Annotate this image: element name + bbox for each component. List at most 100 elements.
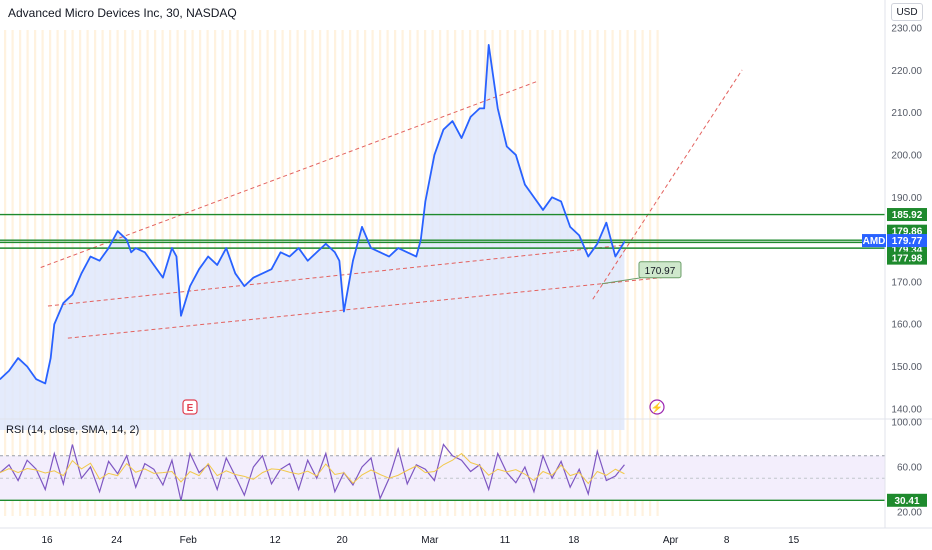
dividend-event-icon (649, 399, 665, 415)
trend-lines (40, 69, 743, 339)
price-point (279, 251, 282, 253)
price-point (433, 154, 435, 156)
session-stripe (64, 30, 67, 516)
price-point (50, 357, 52, 359)
price-point (388, 255, 390, 258)
target-callout-pointer (601, 277, 642, 285)
date-tick-label: 11 (500, 535, 511, 546)
price-point (479, 107, 481, 109)
price-point (451, 120, 454, 122)
session-stripe (26, 30, 29, 516)
last-price-tag-bg (887, 234, 927, 248)
rsi-sma-line (0, 452, 625, 485)
price-point (488, 44, 490, 46)
price-point (406, 251, 408, 253)
price-point (62, 302, 64, 304)
price-point (533, 196, 535, 198)
session-stripe (236, 30, 239, 516)
price-point (71, 293, 73, 296)
support-tag: 179.86 (892, 227, 923, 238)
price-point (216, 264, 218, 266)
price-point (298, 247, 300, 249)
price-point (497, 107, 499, 109)
session-stripe (184, 30, 187, 516)
price-tick-label: 160.00 (891, 320, 922, 331)
price-point (361, 226, 363, 228)
price-tick-label: 200.00 (891, 150, 922, 161)
target-callout-label: 170.97 (645, 266, 676, 277)
price-tick-label: 140.00 (891, 404, 922, 415)
rsi-series (0, 443, 625, 501)
session-stripe (244, 30, 247, 516)
session-stripe (341, 30, 344, 516)
session-stripe (191, 30, 194, 516)
price-point (397, 247, 399, 249)
price-tick-label: 230.00 (891, 24, 922, 35)
session-stripe (71, 30, 74, 516)
price-point (551, 196, 553, 198)
rsi-oversold-tag-bg (887, 493, 927, 507)
date-tick-label: 12 (270, 535, 282, 546)
date-tick-label: 24 (111, 535, 123, 546)
price-point (605, 222, 607, 224)
price-point (175, 255, 178, 258)
session-stripe (41, 30, 44, 516)
price-point (261, 272, 264, 275)
price-point (26, 365, 28, 368)
support-tag: 177.98 (892, 254, 923, 265)
price-point (370, 247, 372, 249)
date-tick-label: 20 (337, 535, 349, 546)
price-point (415, 255, 417, 258)
session-stripe (161, 30, 164, 516)
price-point (171, 247, 173, 249)
last-price-tag: 179.77 (892, 236, 923, 247)
price-point (316, 251, 318, 253)
price-point (289, 255, 291, 258)
price-point (506, 145, 508, 148)
price-point (334, 251, 336, 253)
dividend-event-label: ⚡ (651, 401, 663, 414)
price-point (189, 285, 191, 287)
trend-line (40, 80, 539, 268)
date-tick-label: 15 (788, 535, 800, 546)
session-stripe (19, 30, 22, 516)
currency-button[interactable]: USD (891, 3, 923, 21)
price-tick-label: 150.00 (891, 362, 922, 373)
price-point (243, 285, 245, 287)
session-stripe (49, 30, 52, 516)
price-point (460, 137, 463, 139)
earnings-event-icon (182, 399, 198, 415)
target-callout-bg (638, 261, 682, 279)
ticker-tag: AMD (863, 236, 886, 247)
session-stripe (34, 30, 37, 516)
price-point (53, 323, 55, 325)
price-point (379, 251, 381, 253)
support-tag-bg (887, 251, 927, 265)
price-point (80, 272, 83, 275)
date-tick-label: 18 (568, 535, 580, 546)
date-tick-label: Mar (421, 535, 439, 546)
price-point (338, 260, 340, 262)
price-point (596, 243, 598, 245)
price-point (17, 357, 19, 359)
price-point (126, 238, 128, 241)
price-point (198, 268, 200, 270)
price-point (542, 209, 544, 211)
rsi-axis: 100.00 60.00 20.00 (891, 418, 922, 519)
price-tick-label: 170.00 (891, 277, 922, 288)
price-point (442, 128, 445, 131)
price-point (162, 277, 164, 279)
price-point (569, 226, 571, 228)
support-lines (0, 213, 885, 249)
price-point (225, 247, 227, 249)
price-point (144, 251, 146, 253)
support-tag: 185.92 (892, 210, 923, 221)
date-axis: 16 24 Feb 12 20 Mar 11 18 Apr 8 15 (41, 535, 799, 546)
price-point (234, 272, 236, 275)
earnings-event-label: E (187, 403, 194, 414)
rsi-tick-label: 100.00 (891, 418, 922, 429)
price-point (587, 255, 589, 258)
ticker-tag-bg (862, 234, 886, 248)
price-point (180, 315, 182, 317)
